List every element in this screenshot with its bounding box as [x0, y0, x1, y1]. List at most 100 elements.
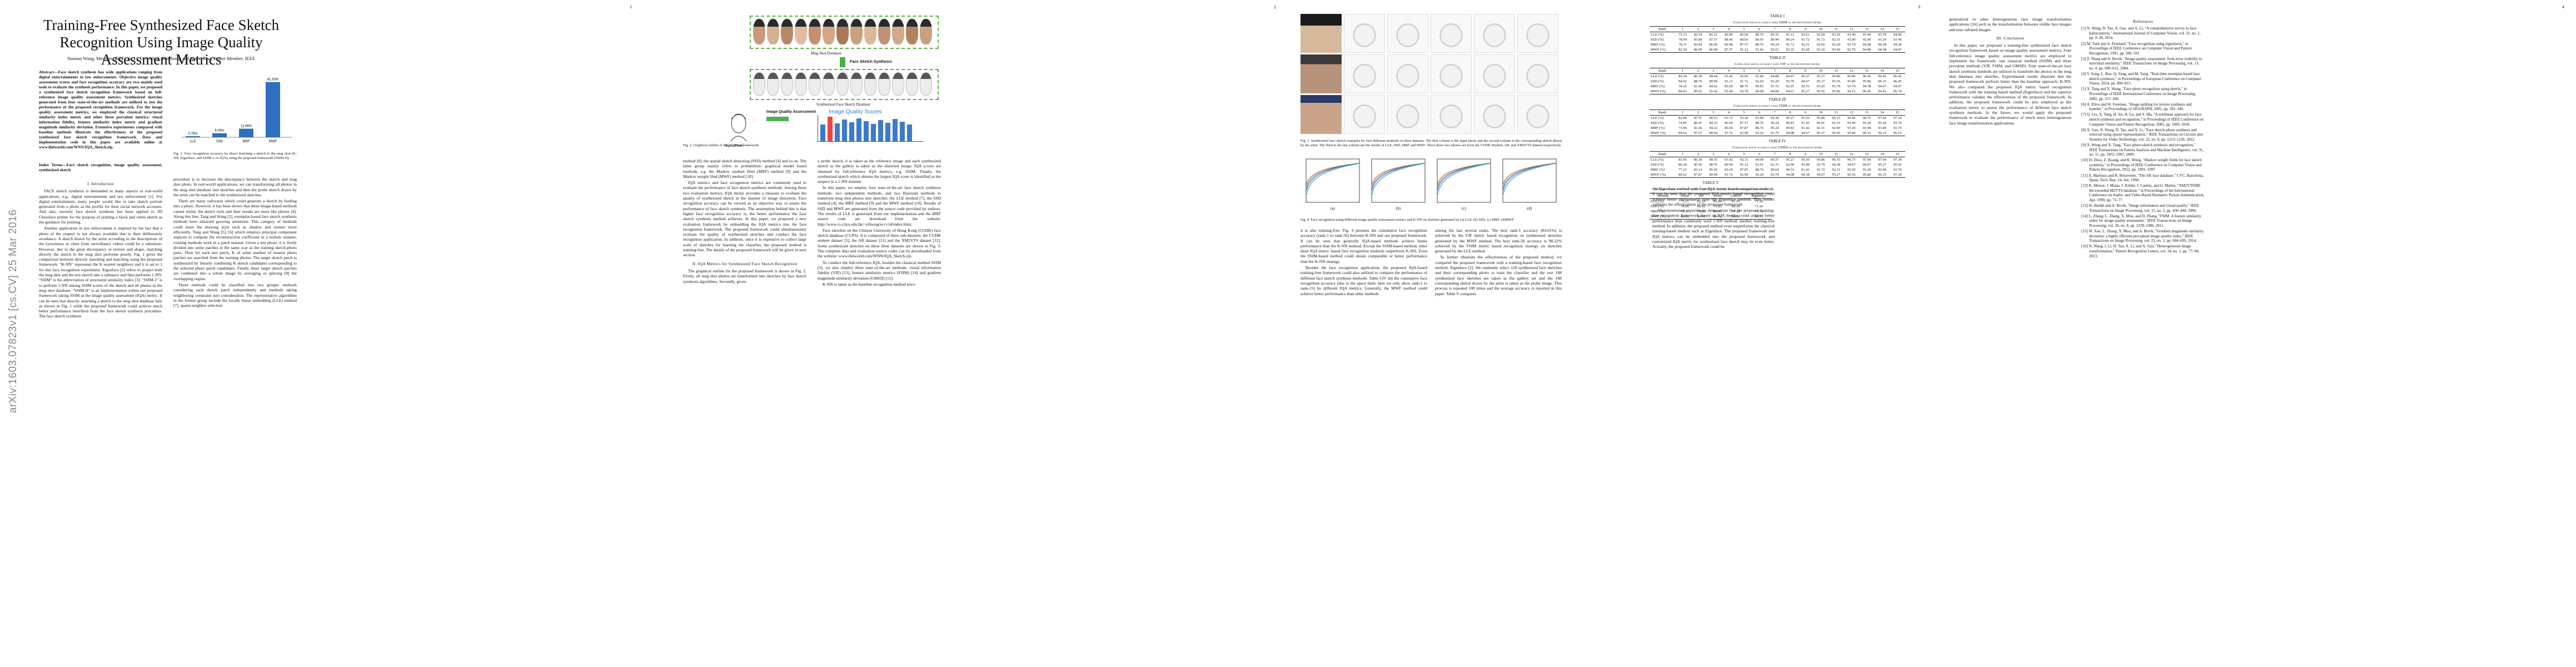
table-cell: 92.31 [1832, 168, 1841, 172]
table-cell: 94.67 [1847, 163, 1856, 167]
reference-item: [1] N. Wang, D. Tao, X. Gao, and X. Li, … [2081, 26, 2201, 41]
table-cell: 88.76 [1755, 126, 1763, 130]
reference-list: [1] N. Wang, D. Tao, X. Gao, and X. Li, … [2081, 26, 2205, 258]
iqa-score-bar [900, 122, 905, 141]
iqa-score-bar [907, 125, 912, 141]
figure-3-sketch-grid [1301, 14, 1562, 135]
fig4-plot: (d) [1502, 158, 1557, 211]
fig1-bar [239, 128, 253, 137]
table-cell: 93.20 [1832, 43, 1841, 47]
table-cell: 87.57 [1721, 47, 1737, 53]
table-cell: 95.27 [1816, 79, 1825, 83]
arxiv-stamp-text: arXiv:1603.07823v1 [cs.CV] 25 Mar 2016 [7, 209, 19, 414]
table-cell: 96.45 [1847, 116, 1856, 120]
mug-shot-photo [781, 19, 793, 44]
column-header: 7 [1767, 68, 1783, 74]
table-row: LLE (%) 81.95 86.39 89.35 91.42 92.31 94.08 95.… [1650, 157, 1905, 163]
table-cell: 84.62 [1709, 84, 1718, 88]
sketch-result [1474, 54, 1515, 93]
table-subtitle: Cumulative match accuracy using FSIM as … [1733, 104, 1822, 108]
table-cell: 84.62 [1709, 214, 1726, 220]
fig1-bar-chart: 0.76% LLE 6.00% SSD 12.66% MRF 81.33% MWF [181, 78, 292, 143]
fig1-bar [212, 133, 227, 137]
table-cell: 94.67 [1797, 131, 1813, 136]
table-cell: 84.32 [1709, 126, 1718, 130]
table-cell: 90.83 [1786, 121, 1795, 125]
sketch-result [1431, 14, 1472, 53]
references-column: References [1] N. Wang, D. Tao, X. Gao, … [2081, 16, 2205, 260]
table-cell: 78.11 [1681, 210, 1689, 213]
table-cell: 97.04 [1878, 158, 1886, 162]
table-cell: 85.50 [1709, 168, 1718, 172]
table-subtitle: Cumulative match accuracy using VIF as t… [1735, 62, 1820, 66]
table-cell: SSD (%) [1651, 205, 1664, 208]
table-cell: 84.62 [1726, 214, 1746, 220]
table-cell: 91.72 [1816, 168, 1825, 172]
table-cell: 95.56 [1801, 158, 1810, 162]
table-cell: 81.66 [1693, 126, 1702, 130]
table-cell: 91.72 [1786, 43, 1795, 47]
table-cell: 82.84 [1678, 116, 1687, 120]
column-header: 3 [1706, 68, 1721, 74]
table-cell: 90.53 [1709, 116, 1718, 120]
table-cell: 83.43 [1713, 210, 1722, 213]
table-cell: 75.15 [1681, 200, 1689, 203]
table-cell: 71.33 [1755, 210, 1763, 213]
table-cell: 71.38 [1755, 205, 1763, 208]
table-row: LLE (%) 75.15 82.54 82.84 81.95 71.38 [1650, 199, 1772, 205]
column-header: 10 [1813, 109, 1828, 116]
table-cell: 96.15 [1874, 131, 1890, 136]
table-cell: 84.62 [1675, 172, 1691, 178]
sketch-result [1517, 95, 1558, 134]
paragraph: Aforementioned experiments demonstrate t… [1652, 208, 1775, 250]
table-cell: 90.24 [1770, 43, 1779, 47]
reference-item: [11] A. Martinez and R. Benavente, "The … [2081, 173, 2204, 183]
column-header: 11 [1828, 26, 1844, 32]
input-photo-sketch [730, 113, 747, 142]
table-cell: MRF (%) [1651, 126, 1665, 130]
table-cell: 84.62 [1675, 131, 1691, 136]
column-header: 12 [1843, 109, 1860, 116]
table-cell: 93.49 [1755, 74, 1763, 78]
table-cell: 93.20 [1740, 116, 1748, 120]
table-cell: 93.20 [1862, 121, 1871, 125]
table-cell: 92.31 [1740, 158, 1748, 162]
subfigure-label: (a) [1331, 206, 1335, 211]
arxiv-stamp: arXiv:1603.07823v1 [cs.CV] 25 Mar 2016 [3, 167, 23, 456]
accuracy-curve [1306, 163, 1360, 196]
table-cell: 92.60 [1740, 74, 1748, 78]
column-header: 4 [1721, 151, 1737, 157]
sketch-result [1474, 95, 1515, 134]
table-cell: 91.42 [1725, 74, 1733, 78]
table-cell: 88.76 [1755, 168, 1763, 172]
fig1-data-label: 0.76% [188, 132, 198, 136]
table-cell: 86.09 [1709, 43, 1718, 47]
table-cell: 94.97 [1813, 172, 1828, 178]
column-header: 10 [1813, 26, 1828, 32]
table-cell: 93.79 [1893, 126, 1902, 130]
table-cell: 86.39 [1693, 158, 1702, 162]
reference-item: [10] H. Zhou, Z. Kuang, and K. Wong, "Ma… [2081, 158, 2202, 172]
table-cell: 95.56 [1843, 172, 1860, 178]
table-cell: 93.79 [1832, 84, 1841, 88]
table-1: TABLE I Cumulative match accuracy using S… [1650, 14, 1905, 53]
table-cell: 89.35 [1770, 33, 1779, 37]
table-cell: 85.80 [1693, 38, 1702, 42]
table-cell: 95.27 [1770, 158, 1779, 162]
table-cell: 95.86 [1847, 79, 1856, 83]
table-cell: 92.01 [1755, 163, 1763, 167]
table-cell: 93.79 [1843, 47, 1860, 53]
table-cell: 92.01 [1801, 33, 1810, 37]
fig1-bar [266, 82, 280, 137]
column-header: Rank [1650, 26, 1675, 32]
mug-shot-faces [753, 19, 935, 44]
table-row: SSD (%) 80.18 85.50 88.76 89.94 91.12 92.01 92.… [1650, 162, 1905, 167]
table-title: TABLE II [1769, 56, 1786, 60]
fig4-caption: Fig. 4. Face recognition using different… [1301, 218, 1514, 222]
table-4: TABLE IV Cumulative match accuracy using … [1650, 139, 1905, 178]
paragraph: There are many softwares which could gen… [173, 198, 297, 281]
iqa-label: Image Quality Assessment [766, 110, 816, 114]
synthesized-sketch [836, 72, 849, 96]
column-header: SSIM [1676, 193, 1693, 199]
sketch-result [1387, 95, 1428, 134]
